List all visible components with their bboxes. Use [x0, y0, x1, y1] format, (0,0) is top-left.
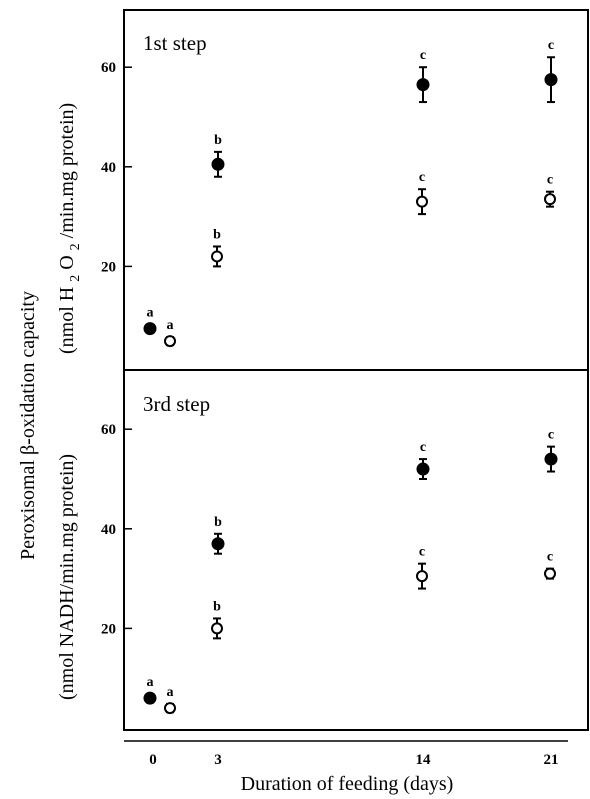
bottom-open-letter-day21: c: [547, 550, 553, 565]
bottom-filled-point-day3: [211, 537, 225, 551]
bottom-panel-frame: [123, 369, 589, 731]
top-panel-title: 1st step: [143, 31, 207, 55]
top-y-unit-sub-1: 2: [68, 275, 83, 282]
bottom-open-point-day21: [544, 567, 556, 580]
top-panel-frame: [123, 9, 589, 371]
x-tick-label-0: 0: [149, 752, 157, 768]
bottom-open-point-day3: [211, 622, 223, 635]
top-y-unit-part-1: (nmol H: [56, 287, 78, 354]
top-filled-point-day0: [143, 322, 157, 336]
x-tick-labels: 0 3 14 21: [149, 752, 558, 768]
top-y-unit-label: (nmol H 2 O 2 /min.mg protein): [56, 103, 84, 354]
top-y-unit-part-2: O: [56, 255, 78, 269]
bottom-panel-title: 3rd step: [143, 392, 210, 416]
x-tick-label-14: 14: [416, 752, 432, 768]
bottom-filled-letter-day0: a: [147, 675, 154, 690]
chart-marks: 20 40 60 a b c c a b c c 20 40 60 a b c c a b c c: [101, 38, 558, 715]
bottom-filled-letter-day14: c: [420, 440, 426, 455]
top-open-letter-day21: c: [547, 173, 553, 188]
top-y-tick-label-40: 40: [101, 160, 116, 176]
top-y-unit-part-3: /min.mg protein): [56, 103, 78, 239]
y-axis-main-label: Peroxisomal β-oxidation capacity: [17, 291, 39, 560]
bottom-open-point-day14: [416, 570, 428, 583]
top-open-point-day3: [211, 250, 223, 263]
bottom-open-point-day0: [164, 702, 176, 715]
top-y-tick-label-20: 20: [101, 259, 116, 275]
top-filled-point-day21: [544, 73, 558, 87]
top-filled-letter-day21: c: [548, 38, 554, 53]
top-y-tick-label-60: 60: [101, 60, 116, 76]
top-open-point-day14: [416, 195, 428, 208]
top-open-letter-day0: a: [167, 318, 174, 333]
bottom-filled-point-day0: [143, 691, 157, 705]
top-filled-letter-day3: b: [214, 133, 222, 148]
bottom-open-letter-day3: b: [213, 599, 221, 614]
bottom-filled-point-day14: [416, 462, 430, 476]
x-tick-label-21: 21: [544, 752, 559, 768]
bottom-filled-letter-day3: b: [214, 515, 222, 530]
top-y-unit-sub-2: 2: [68, 243, 83, 250]
bottom-filled-letter-day21: c: [548, 428, 554, 443]
top-open-point-day0: [164, 335, 176, 348]
bottom-y-tick-label-40: 40: [101, 522, 116, 538]
bottom-y-tick-label-20: 20: [101, 621, 116, 637]
bottom-filled-point-day21: [544, 452, 558, 466]
top-filled-letter-day0: a: [147, 306, 154, 321]
top-open-point-day21: [544, 193, 556, 206]
top-open-letter-day14: c: [419, 170, 425, 185]
top-filled-point-day3: [211, 157, 225, 171]
top-filled-point-day14: [416, 78, 430, 92]
x-axis-title: Duration of feeding (days): [241, 773, 454, 795]
bottom-open-letter-day14: c: [419, 545, 425, 560]
top-filled-letter-day14: c: [420, 48, 426, 63]
bottom-y-unit-label: (nmol NADH/min.mg protein): [56, 454, 78, 700]
bottom-y-tick-label-60: 60: [101, 422, 116, 438]
x-tick-label-3: 3: [214, 752, 222, 768]
bottom-open-letter-day0: a: [167, 685, 174, 700]
top-open-letter-day3: b: [213, 227, 221, 242]
